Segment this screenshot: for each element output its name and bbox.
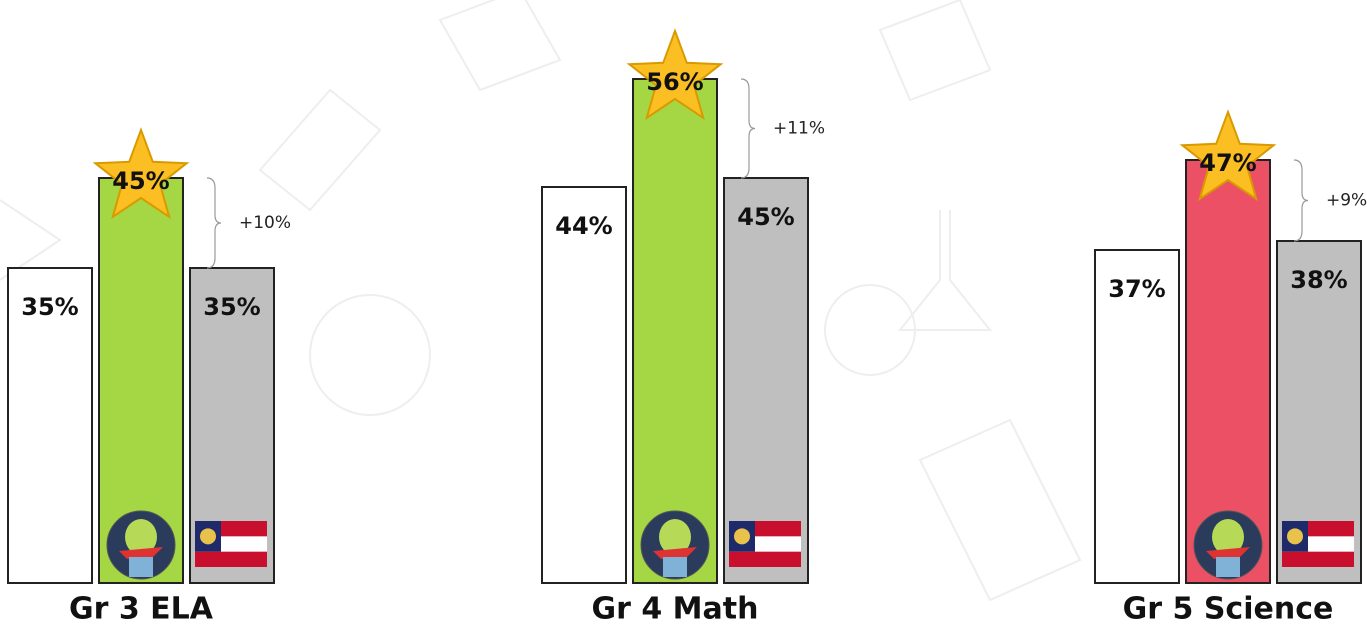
flag-seal [734, 528, 750, 545]
background-doodles [0, 0, 1082, 602]
star [92, 127, 190, 220]
brace [1293, 159, 1309, 242]
mascot-body [663, 557, 687, 577]
flag-seal [1287, 528, 1303, 545]
value-label: 44% [555, 212, 612, 240]
mascot-head [659, 519, 691, 555]
flag-stripe [1282, 551, 1354, 567]
category-label: Gr 4 Math [592, 592, 759, 627]
value-label: 45% [112, 167, 169, 195]
brace [740, 78, 756, 179]
bar [541, 186, 627, 584]
annotation: +9% [1326, 191, 1367, 211]
flag-stripe [729, 551, 801, 567]
value-label: 56% [646, 68, 703, 96]
category-label: Gr 3 ELA [69, 592, 214, 627]
annotation: +10% [239, 213, 291, 233]
mascot-head [1212, 519, 1244, 555]
mascot-head [125, 519, 157, 555]
flag-seal [200, 528, 216, 545]
value-label: 35% [203, 293, 260, 321]
flag-stripe [195, 551, 267, 567]
mascot-cape [1206, 547, 1250, 559]
star [626, 28, 724, 121]
mascot-body [129, 557, 153, 577]
mascot-cape [653, 547, 697, 559]
bar [723, 177, 809, 584]
star [1179, 109, 1277, 202]
category-label: Gr 5 Science [1123, 592, 1334, 627]
value-label: 38% [1290, 266, 1347, 294]
value-label: 47% [1199, 149, 1256, 177]
bar [1094, 249, 1180, 584]
bar [632, 78, 718, 584]
mascot-body [1216, 557, 1240, 577]
value-label: 37% [1108, 275, 1165, 303]
annotation: +11% [773, 119, 825, 139]
brace [206, 177, 222, 269]
value-label: 35% [21, 293, 78, 321]
mascot-cape [119, 547, 163, 559]
bar [7, 267, 93, 584]
value-label: 45% [737, 203, 794, 231]
